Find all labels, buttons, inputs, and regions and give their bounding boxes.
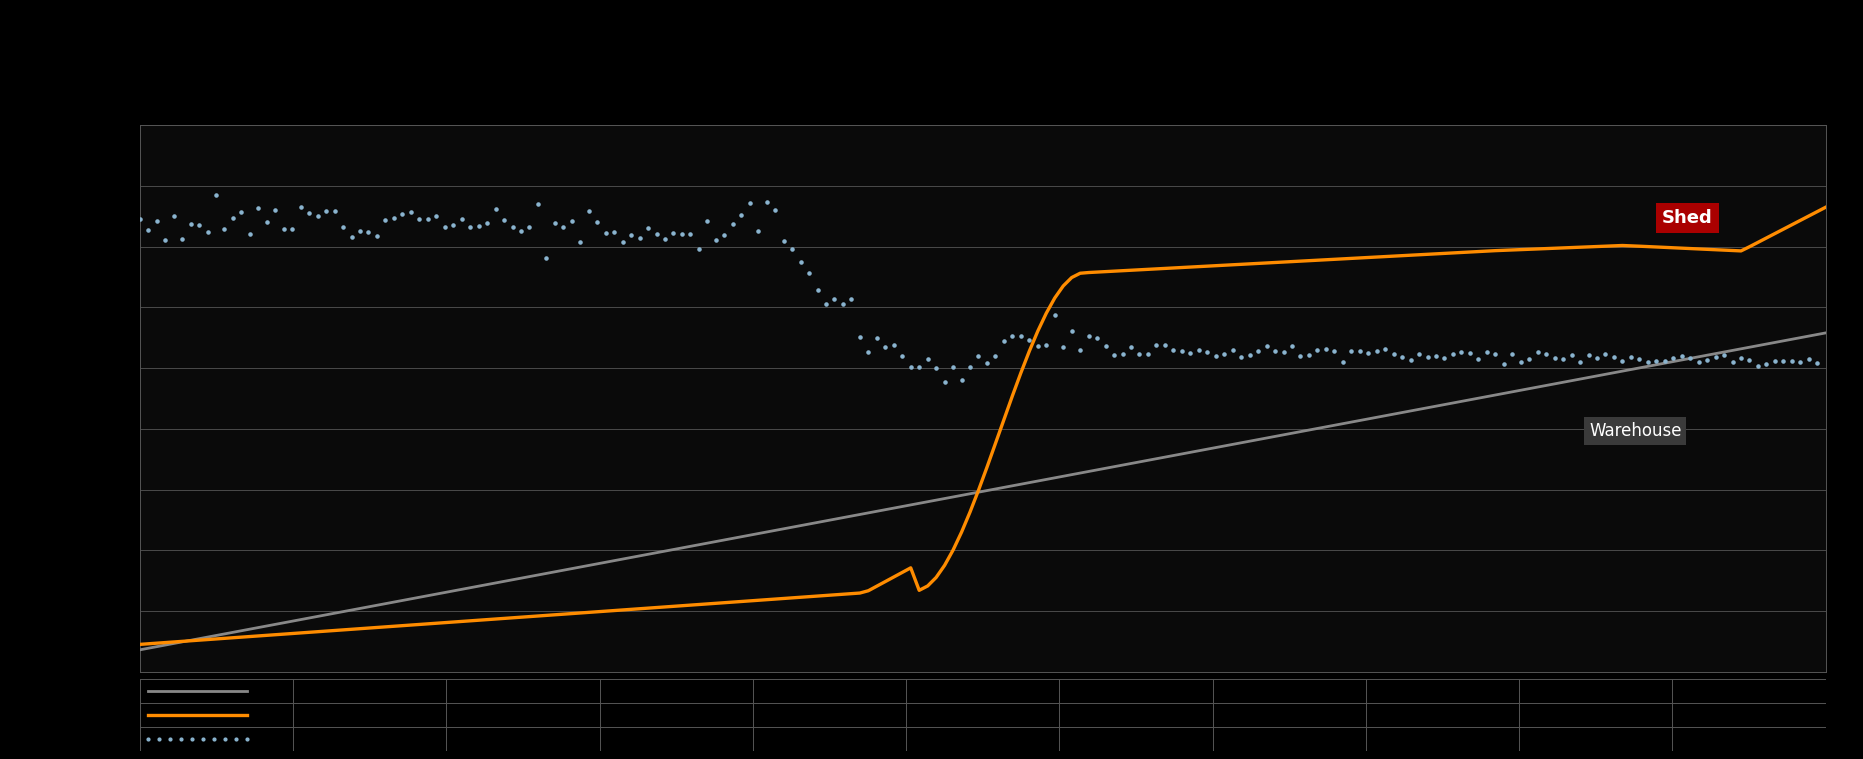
Text: Shed: Shed	[1662, 209, 1712, 227]
Text: Warehouse: Warehouse	[1589, 422, 1682, 440]
